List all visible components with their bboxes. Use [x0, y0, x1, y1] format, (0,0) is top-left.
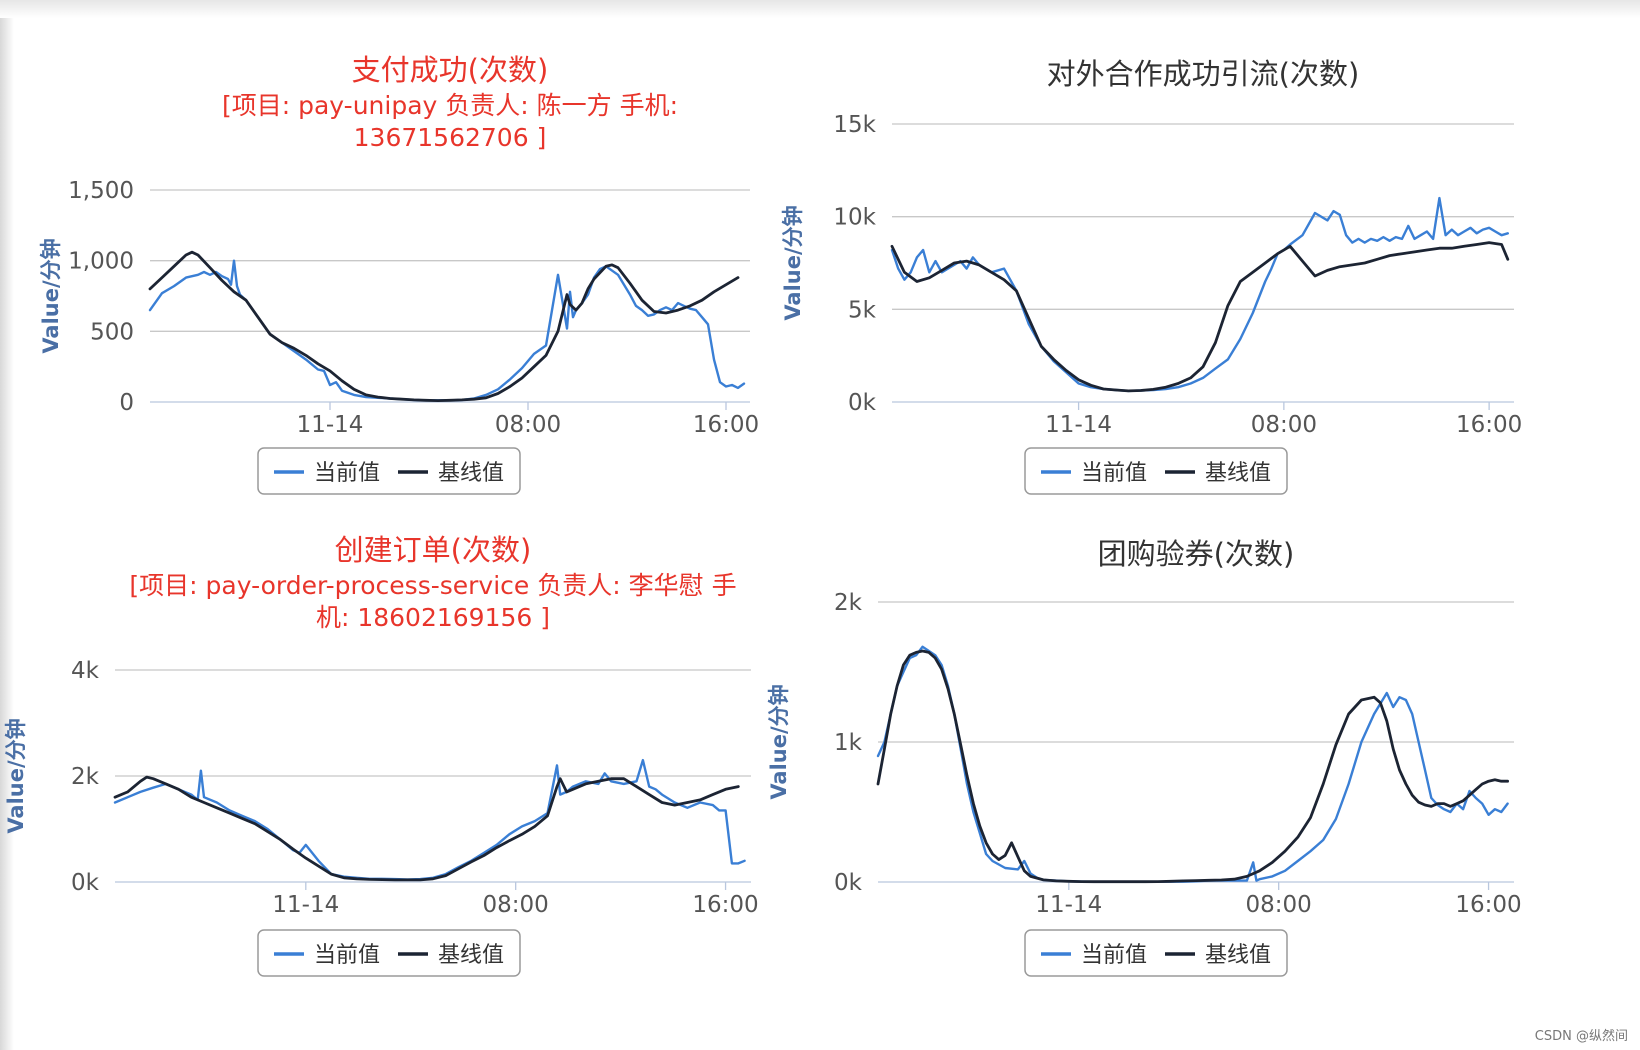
y-tick-label: 1,500: [68, 178, 134, 204]
legend-label-current: 当前值: [314, 461, 380, 486]
legend-box: [1024, 447, 1288, 495]
dashboard-frame: [14, 18, 1636, 1046]
window-shadow-left: [0, 0, 14, 1050]
series-line-baseline: [148, 250, 740, 403]
chart-subtitle-line: 13671562706 ]: [354, 123, 547, 152]
x-tick-label: 16:00: [1456, 412, 1522, 438]
x-tick-label: 08:00: [1246, 892, 1312, 918]
x-tick-label: 16:00: [692, 892, 758, 918]
series-line-baseline: [876, 649, 1509, 884]
y-tick-label: 2k: [834, 590, 863, 616]
series-line-current: [148, 259, 746, 402]
y-axis-label: Value/分钟: [781, 205, 805, 320]
chart-subtitle-line: [项目: pay-order-process-service 负责人: 李华慰 …: [129, 571, 736, 600]
x-tick-label: 08:00: [483, 892, 549, 918]
x-tick-label: 11-14: [272, 892, 339, 918]
y-tick-label: 0k: [71, 870, 100, 896]
series-line-current: [890, 196, 1509, 393]
chart-title: 支付成功(次数): [352, 53, 549, 87]
chart-title: 团购验券(次数): [1098, 537, 1295, 571]
legend-box: [1024, 929, 1288, 977]
x-tick-label: 08:00: [495, 412, 561, 438]
legend-box: [257, 929, 521, 977]
chart-title: 创建订单(次数): [335, 533, 532, 567]
y-tick-label: 0k: [834, 870, 863, 896]
y-tick-label: 2k: [71, 764, 100, 790]
series-line-current: [113, 758, 746, 881]
y-tick-label: 500: [90, 319, 134, 345]
legend-label-baseline: 基线值: [438, 943, 504, 968]
watermark: CSDN @纵然间: [1534, 1029, 1628, 1044]
chart-panel-group-coupon: 团购验券(次数) 0k 1k 2k 11-14 08:00 16:00 Value/分钟当前值…: [767, 537, 1620, 1040]
chart-svg: 对外合作成功引流(次数) 0k 5k 10k 15k 11-14 08:00 16:00 Val…: [781, 57, 1522, 495]
window-shadow-top: [0, 0, 1640, 18]
legend-label-baseline: 基线值: [438, 461, 504, 486]
y-tick-label: 5k: [848, 297, 877, 323]
legend-label-current: 当前值: [1081, 461, 1147, 486]
chart-panel-partner-traffic: 对外合作成功引流(次数) 0k 5k 10k 15k 11-14 08:00 16:00 Val…: [781, 40, 1620, 530]
y-tick-label: 0k: [848, 390, 877, 416]
y-tick-label: 1,000: [68, 249, 134, 275]
chart-svg: 创建订单(次数) [项目: pay-order-process-service 负…: [4, 533, 759, 977]
legend-box: [257, 447, 521, 495]
y-tick-label: 0: [119, 390, 134, 416]
x-tick-label: 11-14: [1045, 412, 1112, 438]
y-tick-label: 15k: [833, 112, 876, 138]
x-tick-label: 16:00: [693, 412, 759, 438]
legend-label-baseline: 基线值: [1205, 461, 1271, 486]
chart-panel-pay-success: 支付成功(次数) [项目: pay-unipay 负责人: 陈一方 手机: 1367…: [20, 40, 810, 530]
chart-legend: 当前值 基线值: [257, 447, 521, 495]
chart-legend: 当前值 基线值: [1024, 929, 1288, 977]
chart-svg: 团购验券(次数) 0k 1k 2k 11-14 08:00 16:00 Value/分钟当前值…: [767, 537, 1522, 977]
legend-label-current: 当前值: [314, 943, 380, 968]
legend-label-current: 当前值: [1081, 943, 1147, 968]
chart-subtitle-line: 机: 18602169156 ]: [316, 603, 550, 632]
x-tick-label: 08:00: [1251, 412, 1317, 438]
y-tick-label: 4k: [71, 658, 100, 684]
x-tick-label: 16:00: [1455, 892, 1521, 918]
chart-legend: 当前值 基线值: [1024, 447, 1288, 495]
y-axis-label: Value/分钟: [767, 684, 791, 799]
legend-label-baseline: 基线值: [1205, 943, 1271, 968]
y-axis-label: Value/分钟: [4, 718, 28, 833]
y-axis-label: Value/分钟: [39, 238, 63, 353]
series-line-baseline: [113, 775, 740, 882]
x-tick-label: 11-14: [297, 412, 364, 438]
chart-subtitle-line: [项目: pay-unipay 负责人: 陈一方 手机:: [222, 91, 678, 120]
chart-panel-create-order: 创建订单(次数) [项目: pay-order-process-service 负…: [4, 533, 810, 1040]
y-tick-label: 1k: [834, 730, 863, 756]
chart-svg: 支付成功(次数) [项目: pay-unipay 负责人: 陈一方 手机: 1367…: [39, 53, 759, 495]
series-line-current: [876, 645, 1509, 883]
x-tick-label: 11-14: [1035, 892, 1102, 918]
chart-title: 对外合作成功引流(次数): [1047, 57, 1360, 91]
chart-legend: 当前值 基线值: [257, 929, 521, 977]
series-line-baseline: [890, 241, 1510, 393]
y-tick-label: 10k: [833, 205, 876, 231]
